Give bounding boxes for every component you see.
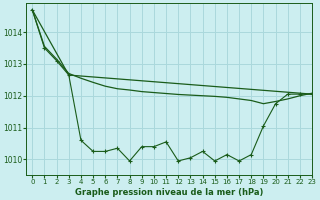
X-axis label: Graphe pression niveau de la mer (hPa): Graphe pression niveau de la mer (hPa) xyxy=(75,188,263,197)
